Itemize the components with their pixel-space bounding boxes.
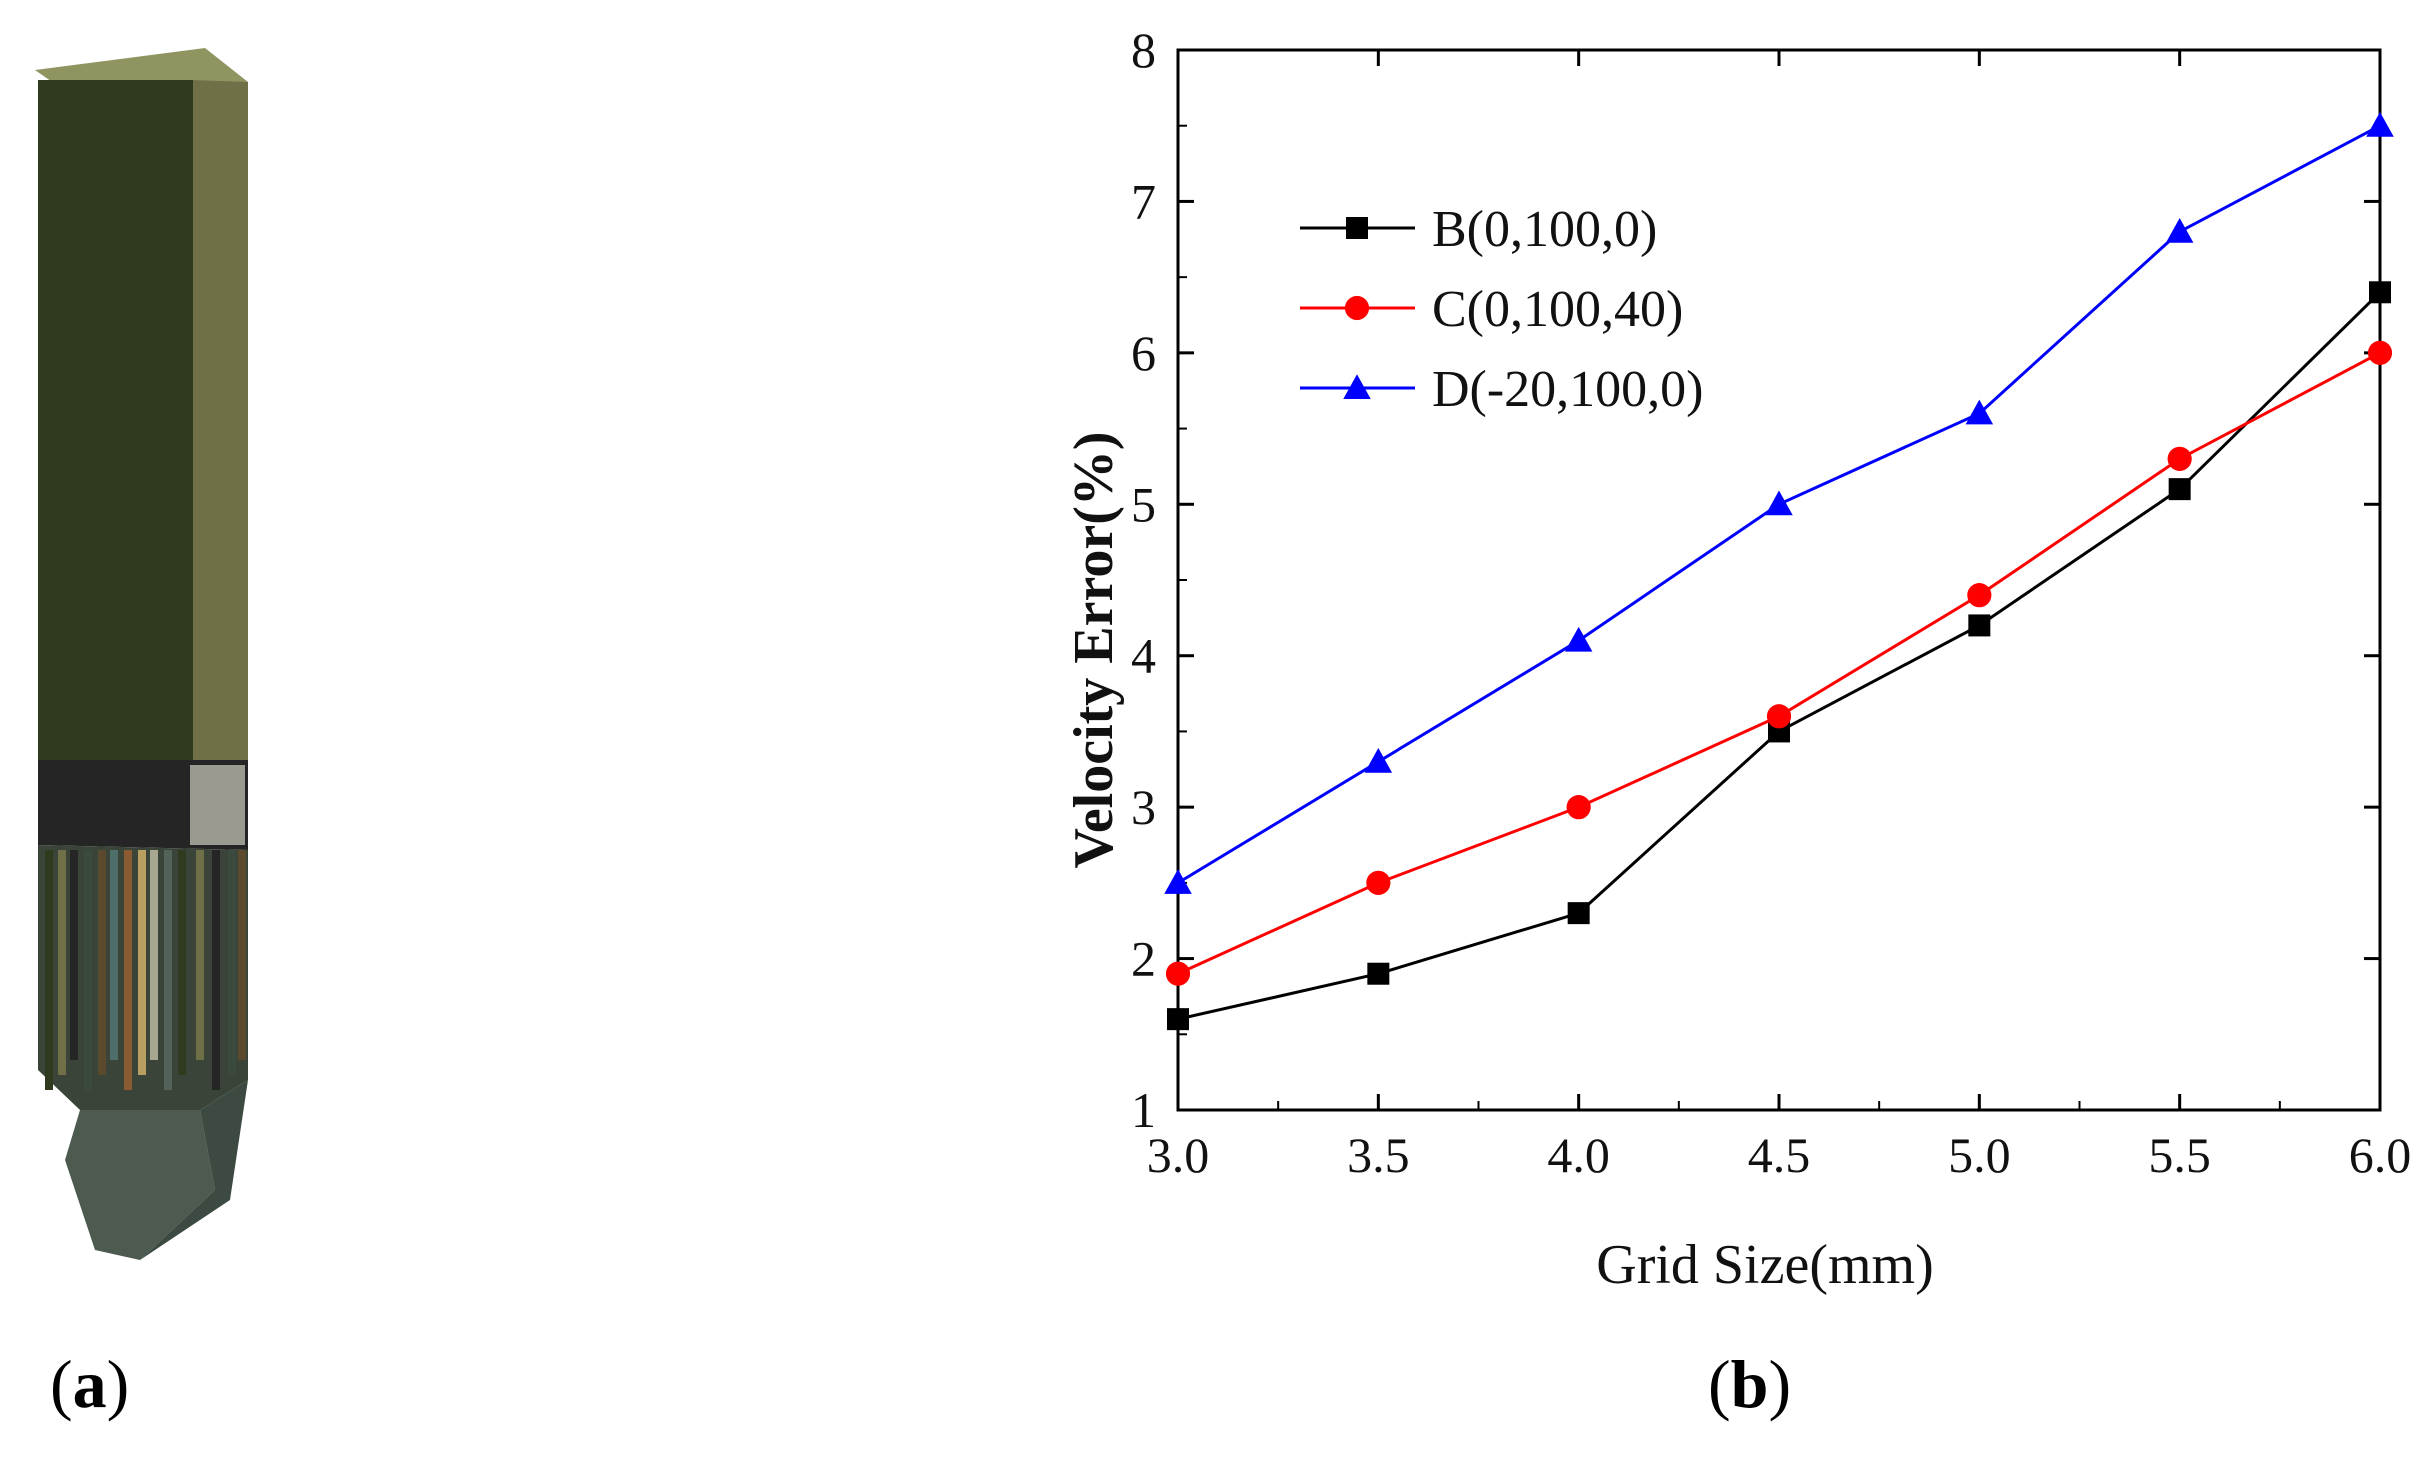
x-tick-label: 4.0 (1547, 1127, 1610, 1183)
panel-label-a: (a) (50, 1346, 130, 1422)
y-tick-label: 3 (1131, 779, 1156, 835)
mesh-stripe (164, 850, 172, 1090)
legend-label: D(-20,100,0) (1432, 361, 1704, 418)
x-tick-label: 5.5 (2148, 1127, 2211, 1183)
mesh-stripe (238, 850, 246, 1060)
mesh-stripe (196, 850, 204, 1060)
legend-label: C(0,100,40) (1432, 281, 1683, 338)
legend-entry: C(0,100,40) (1300, 281, 1683, 338)
mesh-stripe (45, 850, 53, 1090)
mesh-hopper-side (140, 1080, 248, 1260)
legend-marker (1346, 217, 1368, 239)
x-tick-label: 5.0 (1948, 1127, 2011, 1183)
series-line (1177, 351, 2381, 976)
data-point (1164, 869, 1192, 894)
mesh-stripe (110, 850, 118, 1060)
mesh-stripe (228, 850, 236, 1075)
data-point (1366, 870, 1391, 895)
mesh-right-face-upper (190, 80, 248, 770)
data-point (2369, 281, 2391, 304)
data-point (1364, 747, 1393, 773)
data-point (1367, 962, 1390, 985)
y-tick-label: 1 (1131, 1082, 1156, 1138)
x-tick-label: 6.0 (2349, 1127, 2412, 1183)
y-tick-label: 4 (1131, 628, 1156, 684)
series-2 (1165, 340, 2393, 986)
plot-area-frame (1176, 48, 2382, 1112)
mesh-stripe (98, 850, 106, 1075)
legend-marker (1343, 374, 1371, 399)
x-tick-label: 3.0 (1147, 1127, 1210, 1183)
legend-label: B(0,100,0) (1432, 201, 1657, 258)
data-point (2367, 340, 2393, 365)
data-point (2366, 111, 2394, 137)
y-axis-label: Velocity Error(%) (1063, 432, 1125, 869)
data-point (1165, 961, 1191, 986)
y-tick-label: 8 (1131, 22, 1156, 78)
mesh-tube-stripes (45, 850, 246, 1090)
legend-entry: D(-20,100,0) (1300, 361, 1704, 418)
x-tick-label: 3.5 (1347, 1127, 1410, 1183)
data-point (1766, 704, 1792, 729)
data-point (1765, 490, 1793, 516)
series-1 (1167, 281, 2391, 1031)
y-tick-label: 6 (1131, 325, 1156, 381)
data-point (1965, 399, 1994, 425)
panel-label-b: (b) (1708, 1346, 1792, 1422)
legend-marker (1344, 295, 1370, 321)
mesh-hopper (65, 1110, 215, 1260)
data-point (2165, 217, 2194, 243)
series-3 (1164, 111, 2394, 894)
data-point (2168, 478, 2191, 501)
data-point (1967, 583, 1992, 608)
y-tick-label: 5 (1131, 476, 1156, 532)
y-tick-label: 7 (1131, 173, 1156, 229)
data-point (2167, 446, 2192, 471)
y-tick-label: 2 (1131, 931, 1156, 987)
data-point (1564, 626, 1593, 652)
data-point (1167, 1008, 1189, 1031)
data-point (1968, 614, 1991, 637)
x-axis-label: Grid Size(mm) (1596, 1234, 1933, 1296)
mesh-stripe (212, 850, 220, 1090)
legend-entry: B(0,100,0) (1300, 201, 1657, 258)
mesh-stripe (138, 850, 146, 1075)
data-point (1567, 902, 1590, 925)
mesh-stripe (124, 850, 132, 1090)
series-line (1177, 291, 2382, 1021)
data-point (1566, 795, 1591, 820)
mesh-stripe (70, 850, 78, 1060)
x-tick-label: 4.5 (1748, 1127, 1811, 1183)
mesh-stripe (150, 850, 158, 1060)
mesh-stripe (84, 850, 92, 1090)
mesh-stripe (58, 850, 66, 1075)
mesh-stripe (178, 850, 186, 1075)
mesh-band-patch (190, 765, 245, 845)
mesh-front-face-upper (38, 80, 193, 760)
